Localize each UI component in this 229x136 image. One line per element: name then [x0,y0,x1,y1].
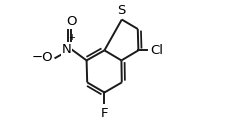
Text: S: S [118,4,126,17]
Text: N: N [62,43,72,56]
Text: F: F [101,107,108,120]
Text: +: + [68,33,75,42]
Text: O: O [66,15,76,28]
Text: Cl: Cl [150,44,163,57]
Text: −O: −O [32,51,54,64]
